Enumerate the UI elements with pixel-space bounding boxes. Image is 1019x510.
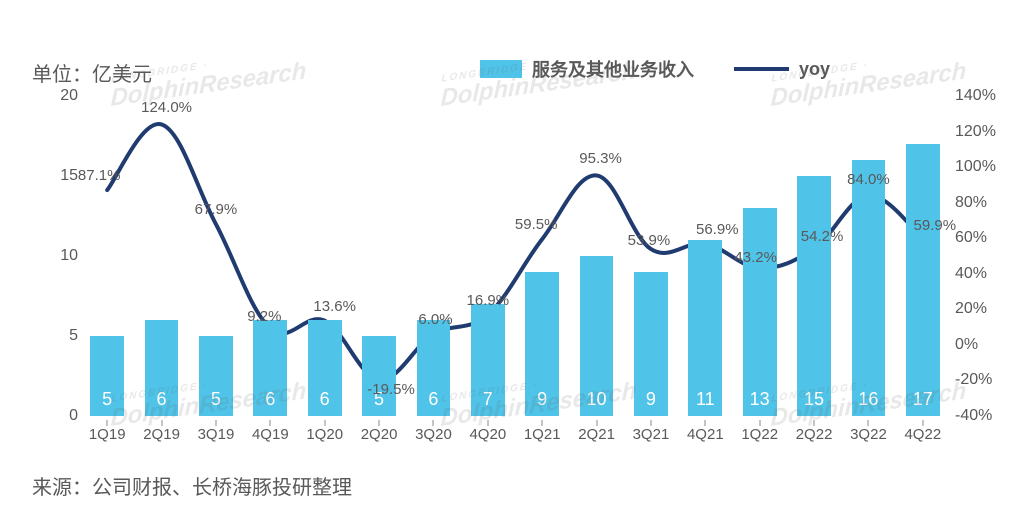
x-tick: 2Q19 [143, 426, 180, 443]
bar: 9 [525, 272, 559, 416]
bar-value-label: 13 [743, 389, 777, 410]
x-tick: 4Q19 [252, 426, 289, 443]
line-value-label: 95.3% [579, 150, 622, 167]
y-right-tick: 0% [955, 336, 978, 354]
bar: 6 [145, 320, 179, 416]
y-left-tick: 0 [69, 407, 78, 425]
bar-value-label: 16 [852, 389, 886, 410]
y-right-tick: -20% [955, 371, 992, 389]
line-value-label: 16.9% [467, 292, 510, 309]
x-tick: 3Q22 [850, 426, 887, 443]
legend-line-label: yoy [799, 59, 830, 80]
y-right-tick: 40% [955, 265, 987, 283]
x-tick: 1Q20 [306, 426, 343, 443]
chart-plot: 565665679109111315161787.1%124.0%67.9%9.… [80, 96, 950, 416]
bar: 9 [634, 272, 668, 416]
x-tick: 3Q21 [633, 426, 670, 443]
bar: 15 [797, 176, 831, 416]
line-value-label: 56.9% [696, 221, 739, 238]
x-tick: 4Q21 [687, 426, 724, 443]
legend-bar-swatch [480, 60, 522, 78]
line-value-label: 9.2% [247, 308, 281, 325]
x-tick: 2Q20 [361, 426, 398, 443]
y-left-tick: 15 [60, 167, 78, 185]
line-value-label: 67.9% [195, 201, 238, 218]
bar: 5 [362, 336, 396, 416]
unit-label: 单位：亿美元 [32, 58, 152, 87]
line-value-label: 54.2% [801, 228, 844, 245]
x-tick: 1Q21 [524, 426, 561, 443]
x-tick: 4Q20 [469, 426, 506, 443]
bar-value-label: 6 [253, 389, 287, 410]
legend-line-swatch [734, 67, 789, 71]
bar-value-label: 6 [308, 389, 342, 410]
y-right-tick: 140% [955, 87, 996, 105]
line-value-label: 13.6% [313, 298, 356, 315]
x-tick: 3Q19 [198, 426, 235, 443]
legend-bar: 服务及其他业务收入 [480, 56, 694, 82]
bar-value-label: 5 [199, 389, 233, 410]
legend: 服务及其他业务收入 yoy [480, 56, 830, 82]
bar-value-label: 11 [688, 389, 722, 410]
bar: 16 [852, 160, 886, 416]
line-value-label: 84.0% [847, 171, 890, 188]
bar-value-label: 5 [90, 389, 124, 410]
y-right-tick: 100% [955, 158, 996, 176]
y-right-tick: 60% [955, 229, 987, 247]
bar: 7 [471, 304, 505, 416]
y-right-tick: -40% [955, 407, 992, 425]
line-value-label: 87.1% [78, 167, 121, 184]
line-value-label: 53.9% [628, 232, 671, 249]
x-tick: 3Q20 [415, 426, 452, 443]
line-value-label: 59.9% [914, 217, 957, 234]
legend-bar-label: 服务及其他业务收入 [532, 56, 694, 82]
bar-value-label: 17 [906, 389, 940, 410]
source-label: 来源：公司财报、长桥海豚投研整理 [32, 471, 352, 500]
bar-value-label: 15 [797, 389, 831, 410]
x-tick: 2Q21 [578, 426, 615, 443]
bar: 5 [90, 336, 124, 416]
x-tick: 1Q19 [89, 426, 126, 443]
y-axis-right: -40%-20%0%20%40%60%80%100%120%140% [955, 96, 1010, 416]
x-tick: 2Q22 [796, 426, 833, 443]
y-left-tick: 20 [60, 87, 78, 105]
line-value-label: 6.0% [418, 311, 452, 328]
x-axis: 1Q19 2Q19 3Q19 4Q19 1Q20 2Q20 3Q20 4Q20 1Q21 2Q21… [80, 420, 950, 460]
line-value-label: 59.5% [515, 216, 558, 233]
bar: 11 [688, 240, 722, 416]
y-right-tick: 80% [955, 194, 987, 212]
bar-value-label: 9 [525, 389, 559, 410]
bar-value-label: 10 [580, 389, 614, 410]
bar-value-label: 6 [145, 389, 179, 410]
line-value-label: 43.2% [734, 249, 777, 266]
bar-value-label: 9 [634, 389, 668, 410]
legend-line: yoy [734, 59, 830, 80]
x-tick: 4Q22 [904, 426, 941, 443]
bar: 13 [743, 208, 777, 416]
bar: 6 [417, 320, 451, 416]
y-right-tick: 20% [955, 300, 987, 318]
bar: 17 [906, 144, 940, 416]
bar-value-label: 7 [471, 389, 505, 410]
bar-value-label: 6 [417, 389, 451, 410]
bar: 5 [199, 336, 233, 416]
x-tick: 1Q22 [741, 426, 778, 443]
line-value-label: -19.5% [367, 381, 415, 398]
y-axis-left: 05101520 [38, 96, 78, 416]
bar: 6 [308, 320, 342, 416]
line-value-label: 124.0% [141, 99, 192, 116]
y-left-tick: 5 [69, 327, 78, 345]
y-right-tick: 120% [955, 123, 996, 141]
y-left-tick: 10 [60, 247, 78, 265]
bar: 6 [253, 320, 287, 416]
bar: 10 [580, 256, 614, 416]
